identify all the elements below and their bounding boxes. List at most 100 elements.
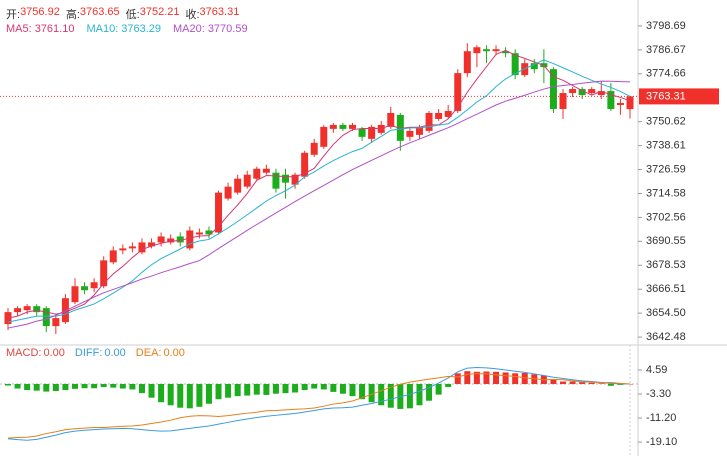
candle-body — [109, 250, 117, 263]
candle-body — [138, 242, 146, 253]
macd-bar — [81, 383, 88, 389]
macd-bar — [33, 383, 40, 391]
macd-bar — [272, 383, 279, 394]
candle-body — [33, 306, 41, 313]
candle-body — [119, 248, 127, 251]
macd-bar — [502, 372, 509, 384]
candle-body — [301, 152, 309, 177]
macd-bar — [52, 383, 59, 391]
macd-bar — [5, 383, 11, 386]
macd-bar — [569, 381, 576, 384]
candle-body — [406, 130, 414, 137]
macd-bar — [292, 383, 299, 393]
macd-bar — [445, 383, 452, 388]
macd-bar — [129, 383, 136, 390]
candle-body — [387, 112, 395, 127]
y-tick-label: -11.20 — [646, 412, 676, 424]
legend-name: MA5: — [6, 23, 32, 35]
macd-bar — [483, 371, 490, 384]
candle-body — [597, 91, 605, 96]
legend-value: 0.00 — [163, 347, 185, 359]
macd-bar — [215, 383, 222, 400]
macd-bar — [110, 383, 117, 388]
candle-body — [616, 102, 624, 105]
y-tick-label: 3642.48 — [646, 331, 686, 343]
candle-body — [157, 236, 165, 243]
y-tick-label: 3774.66 — [646, 68, 686, 80]
y-tick-label: 3738.61 — [646, 140, 686, 152]
macd-bar — [617, 383, 624, 385]
macd-bar — [627, 383, 633, 385]
legend-name: MA20: — [173, 23, 205, 35]
candle-body — [415, 126, 423, 135]
macd-bar — [100, 383, 107, 388]
macd-bar — [14, 383, 21, 389]
macd-bar — [349, 383, 356, 397]
candle-body — [339, 124, 347, 129]
y-tick-label: 3666.51 — [646, 283, 686, 295]
candle-body — [167, 238, 175, 243]
macd-bar — [406, 383, 413, 409]
candle-body — [90, 282, 98, 289]
macd-bar — [177, 383, 184, 408]
macd-bar — [167, 383, 174, 406]
legend-value: 3763.29 — [121, 23, 162, 35]
macd-bar — [148, 383, 155, 398]
candle-body — [329, 124, 337, 129]
candle-body — [569, 89, 577, 94]
y-tick-label: 3750.62 — [646, 116, 686, 128]
macd-bar — [435, 383, 442, 395]
candle-body — [320, 126, 328, 147]
macd-bar — [301, 383, 308, 391]
ohlc-value: 3752.21 — [139, 6, 180, 18]
legend-name: DEA: — [135, 347, 162, 359]
macd-bar — [473, 371, 480, 384]
candle-body — [243, 174, 251, 187]
candle-body — [14, 308, 22, 313]
macd-bar — [607, 383, 614, 386]
macd-bar — [91, 383, 98, 389]
macd-line — [7, 367, 631, 441]
candle-body — [253, 168, 261, 179]
macd-bar — [378, 383, 385, 406]
macd-bar — [234, 383, 241, 397]
macd-bar — [119, 383, 126, 389]
candle-body — [61, 298, 69, 323]
candle-body — [348, 124, 356, 129]
macd-bar — [368, 383, 375, 403]
ma-line — [7, 49, 631, 319]
candle-body — [435, 112, 443, 119]
macd-bar — [24, 383, 31, 391]
candle-body — [310, 142, 318, 155]
ohlc-value: 3756.92 — [20, 6, 60, 18]
candle-body — [272, 172, 280, 189]
ohlc-value: 3763.65 — [79, 6, 120, 18]
legend-value: 3770.59 — [207, 23, 248, 35]
candle-body — [215, 192, 223, 233]
legend-value: 0.00 — [43, 347, 65, 359]
last-price-tag — [639, 88, 719, 105]
candle-body — [205, 230, 213, 235]
candle-body — [626, 96, 634, 110]
macd-bar — [560, 381, 567, 384]
macd-bar — [579, 382, 586, 384]
ohlc-label: 高: — [65, 9, 80, 21]
macd-bar — [225, 383, 232, 398]
macd-bar — [205, 383, 212, 404]
legend-value: 0.00 — [104, 347, 126, 359]
ohlc-legend: 开: 3756.92 高: 3763.65 低: 3752.21 收: 3763.31 — [6, 6, 245, 22]
candle-body — [396, 114, 404, 141]
y-tick-label: 3654.50 — [646, 307, 686, 319]
candle-body — [52, 318, 60, 327]
candle-body — [176, 236, 184, 243]
y-tick-label: 3690.55 — [646, 235, 686, 247]
y-tick-label: 3726.59 — [646, 163, 686, 175]
macd-line — [7, 373, 631, 439]
candle-body — [71, 286, 79, 303]
last-price-label: 3763.31 — [646, 90, 686, 102]
macd-bar — [62, 383, 69, 391]
candle-body — [588, 89, 596, 94]
ohlc-value: 3763.31 — [199, 6, 240, 18]
y-tick-label: 3786.67 — [646, 44, 686, 56]
